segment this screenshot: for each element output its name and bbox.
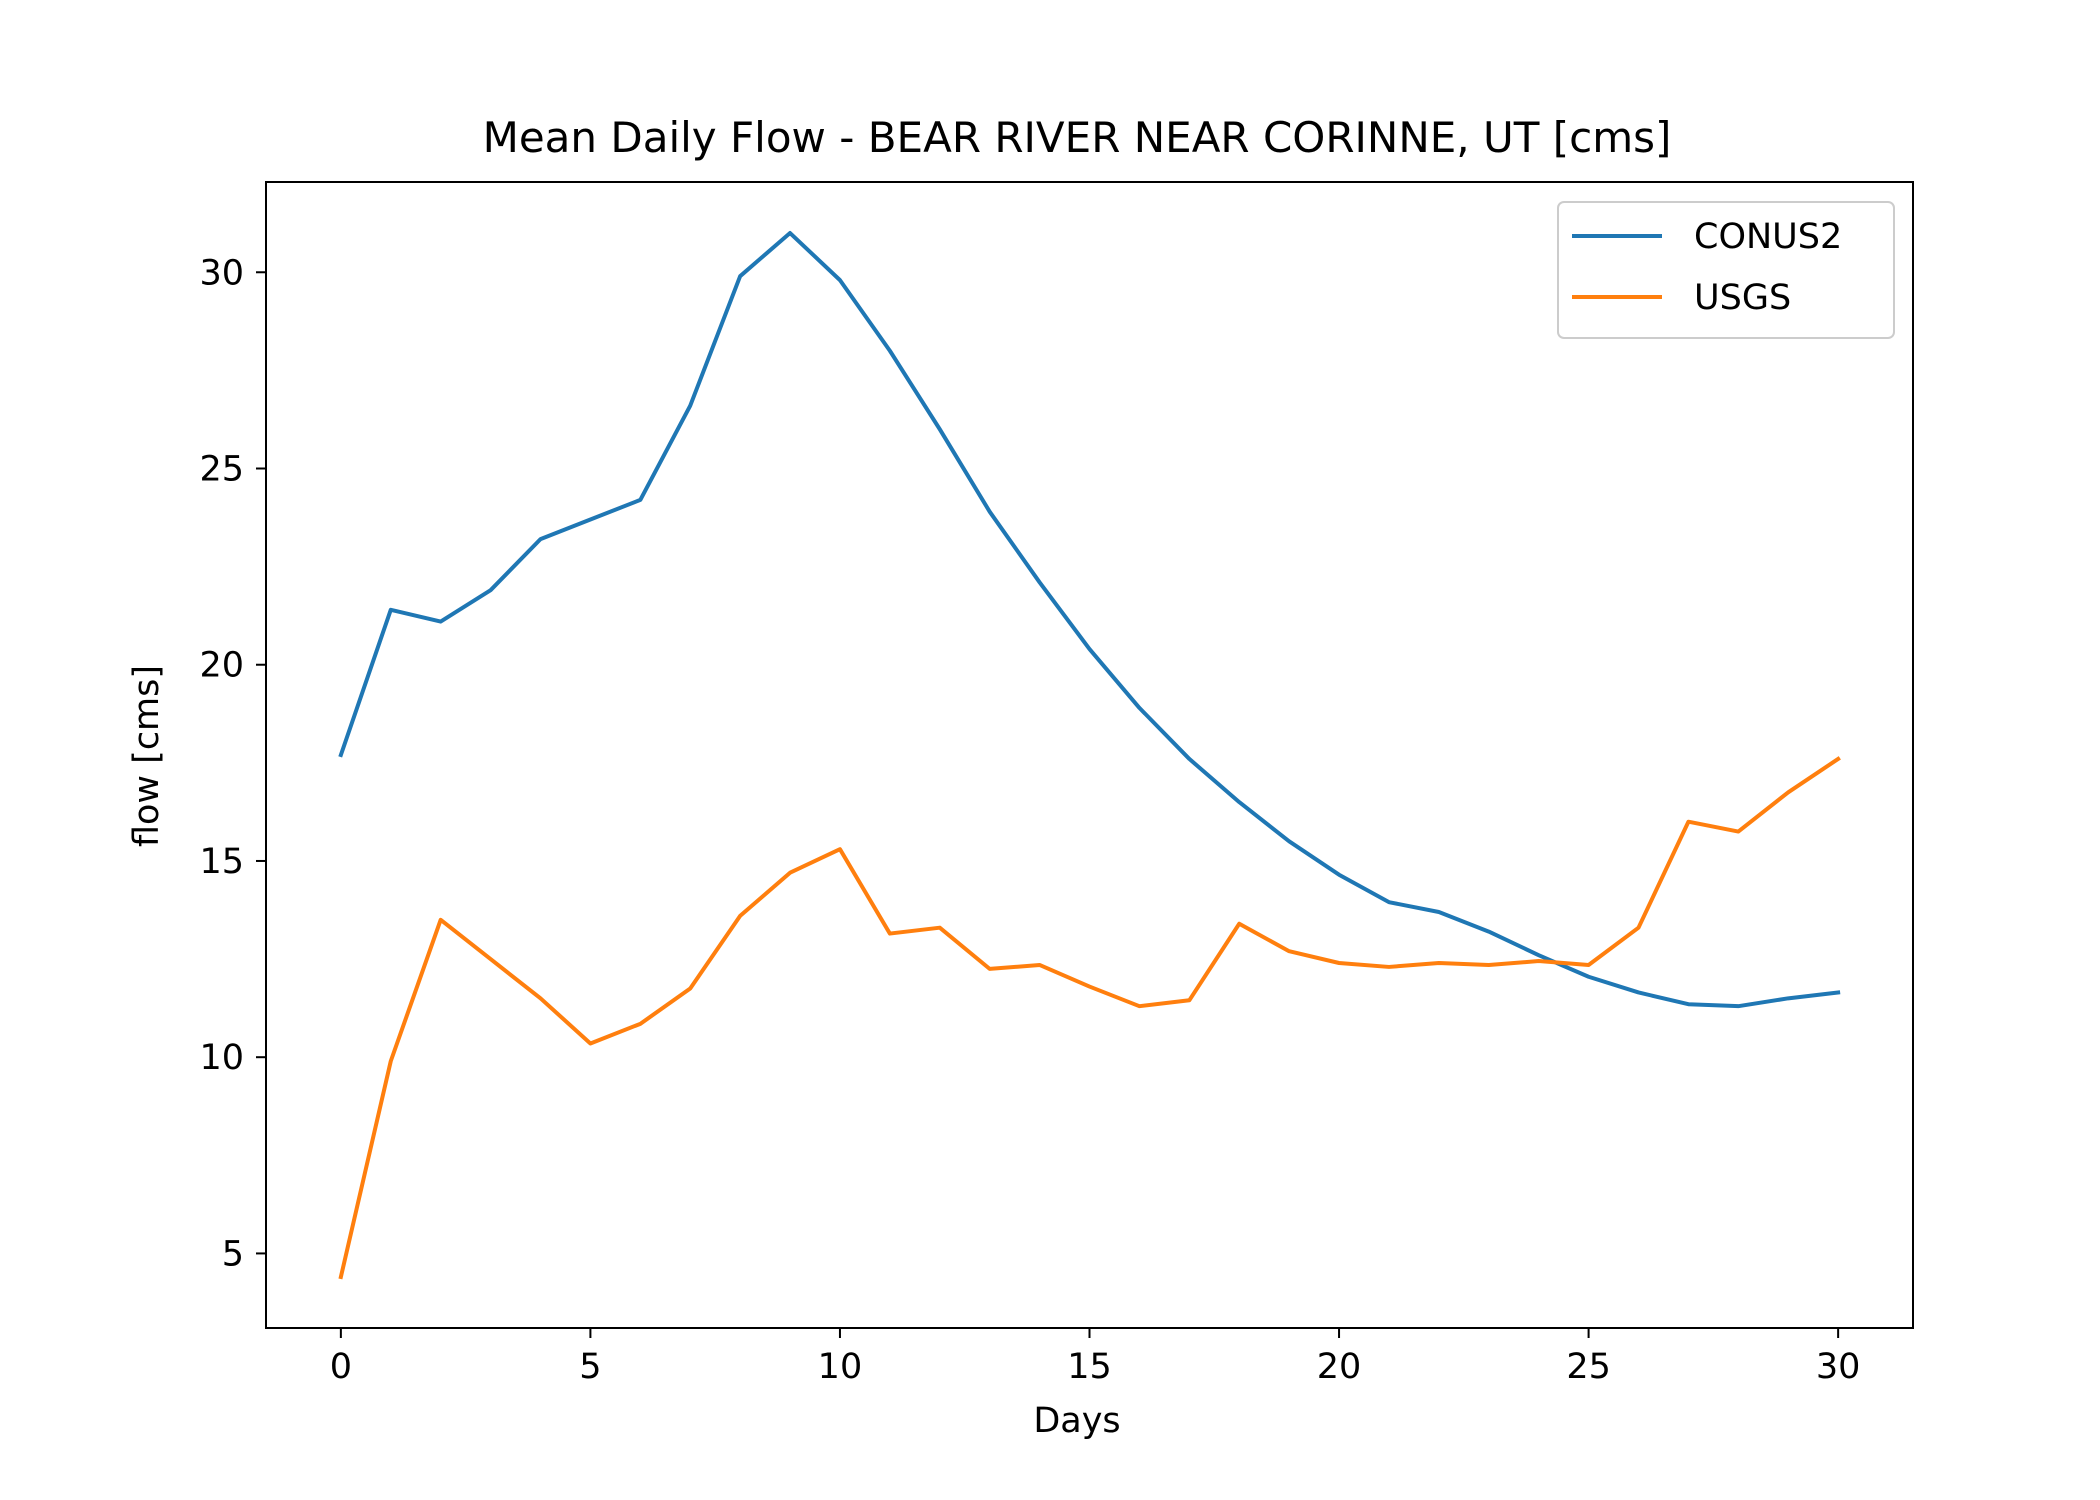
x-tick-label: 15 bbox=[1067, 1347, 1112, 1387]
legend: CONUS2 USGS bbox=[1557, 201, 1895, 339]
y-axis-label: flow [cms] bbox=[127, 665, 167, 847]
y-tick-label: 25 bbox=[199, 450, 244, 490]
series-layer bbox=[338, 231, 1841, 1280]
y-tick-label: 10 bbox=[199, 1038, 244, 1078]
y-tick-label: 5 bbox=[222, 1234, 244, 1274]
x-tick-label: 25 bbox=[1566, 1347, 1611, 1387]
x-tick-label: 20 bbox=[1317, 1347, 1362, 1387]
x-axis: 0 5 10 15 20 25 30 bbox=[330, 1328, 1861, 1387]
legend-label-usgs: USGS bbox=[1694, 278, 1791, 318]
y-tick-label: 20 bbox=[199, 646, 244, 686]
y-axis: 5 10 15 20 25 30 bbox=[199, 253, 266, 1274]
series-line-usgs bbox=[338, 756, 1841, 1280]
x-tick-label: 0 bbox=[330, 1347, 352, 1387]
x-tick-label: 30 bbox=[1816, 1347, 1861, 1387]
y-tick-label: 30 bbox=[199, 253, 244, 293]
legend-label-conus2: CONUS2 bbox=[1694, 217, 1842, 257]
chart-title: Mean Daily Flow - BEAR RIVER NEAR CORINN… bbox=[483, 113, 1672, 162]
x-tick-label: 5 bbox=[579, 1347, 601, 1387]
x-tick-label: 10 bbox=[818, 1347, 863, 1387]
y-tick-label: 15 bbox=[199, 842, 244, 882]
series-line-conus2 bbox=[338, 231, 1841, 1009]
x-axis-label: Days bbox=[1033, 1401, 1120, 1441]
